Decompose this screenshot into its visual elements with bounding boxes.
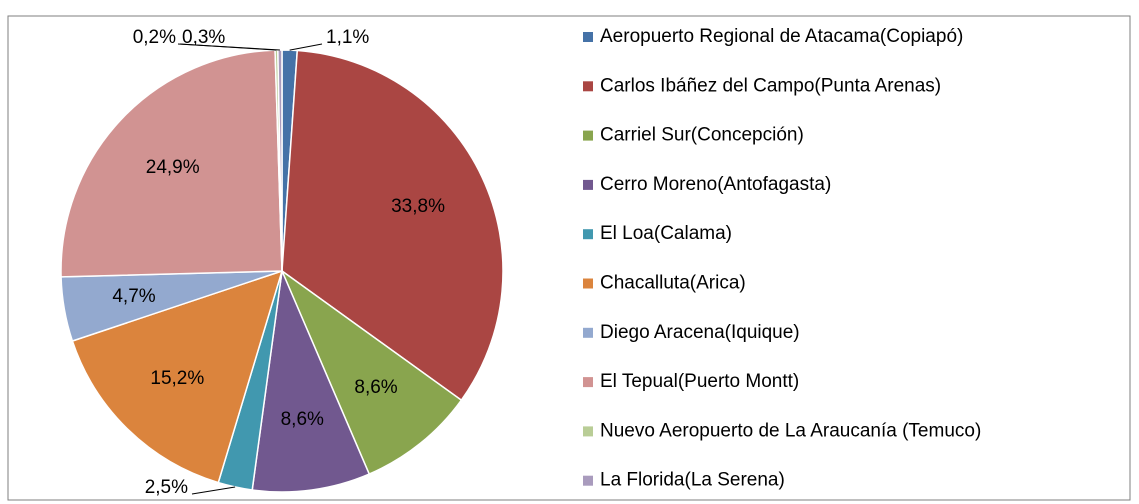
legend-label: El Loa(Calama)	[600, 223, 732, 244]
legend-swatch	[583, 327, 593, 338]
legend-swatch	[583, 179, 593, 190]
data-label: 0,3%	[182, 27, 225, 48]
leader-line	[289, 43, 323, 51]
legend-swatch	[583, 426, 593, 437]
data-label: 8,6%	[281, 409, 324, 430]
pie-slice	[281, 49, 504, 402]
data-label: 8,6%	[354, 377, 397, 398]
legend-label: Carlos Ibáñez del Campo(Punta Arenas)	[600, 75, 941, 96]
legend-swatch	[583, 377, 593, 388]
legend-swatch	[583, 32, 593, 42]
data-label: 24,9%	[146, 157, 200, 178]
data-label: 4,7%	[112, 286, 155, 307]
leader-line	[191, 486, 236, 495]
legend-swatch	[583, 475, 593, 486]
data-label: 15,2%	[150, 368, 204, 389]
legend-label: La Florida(La Serena)	[600, 470, 785, 491]
leader-line	[177, 43, 280, 51]
legend-swatch	[583, 81, 593, 92]
legend-label: El Tepual(Puerto Montt)	[600, 371, 799, 392]
legend-label: Carriel Sur(Concepción)	[600, 125, 804, 146]
legend-label: Diego Aracena(Iquique)	[600, 322, 800, 343]
legend-label: Nuevo Aeropuerto de La Araucanía (Temuco…	[600, 420, 981, 441]
pie-slice	[280, 268, 463, 476]
pie-slice	[60, 49, 283, 278]
data-label: 0,2%	[133, 27, 176, 48]
legend-swatch	[583, 278, 593, 289]
pie-slice	[251, 268, 371, 493]
legend-swatch	[583, 229, 593, 240]
legend-label: Cerro Moreno(Antofagasta)	[600, 174, 831, 195]
legend-swatch	[583, 130, 593, 141]
data-label: 1,1%	[326, 27, 369, 48]
legend-label: Chacalluta(Arica)	[600, 273, 746, 294]
legend-label: Aeropuerto Regional de Atacama(Copiapó)	[600, 26, 963, 47]
data-label: 2,5%	[145, 477, 188, 498]
data-label: 33,8%	[391, 196, 445, 217]
